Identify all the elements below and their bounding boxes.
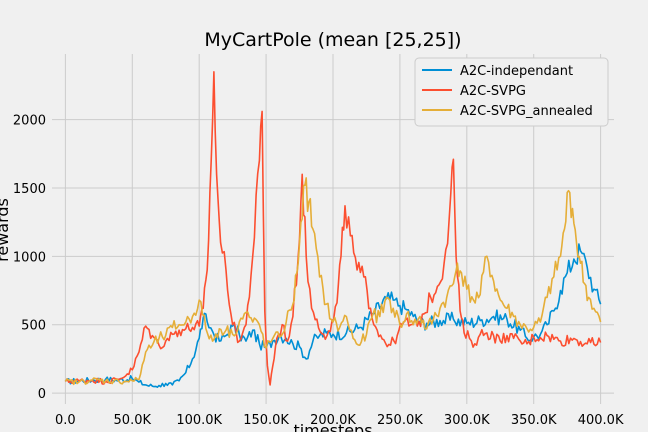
y-tick-label: 2000 <box>13 114 46 129</box>
legend-label: A2C-SVPG_annealed <box>460 104 593 119</box>
legend-box <box>414 57 609 127</box>
series-lines <box>64 71 602 388</box>
x-tick-label: 50.0K <box>114 413 152 428</box>
x-tick-labels: 0.0 50.0K 100.0K 150.0K 200.0K 250.0K 300.0K 35… <box>55 413 624 428</box>
legend-label: A2C-SVPG <box>460 84 526 99</box>
series-line-0 <box>64 243 602 388</box>
y-axis-label: rewards <box>0 198 12 262</box>
y-tick-label: 0 <box>38 387 46 402</box>
series-line-2 <box>64 177 602 386</box>
x-axis-label: timesteps <box>293 421 372 432</box>
x-tick-label: 250.0K <box>377 413 423 428</box>
legend: A2C-independant A2C-SVPG A2C-SVPG_annealed <box>414 57 609 127</box>
chart-title: MyCartPole (mean [25,25]) <box>204 29 461 51</box>
y-tick-label: 1500 <box>13 182 46 197</box>
x-tick-label: 0.0 <box>55 413 76 428</box>
x-tick-label: 200.0K <box>310 413 356 428</box>
x-tick-label: 150.0K <box>243 413 289 428</box>
x-tick-label: 300.0K <box>444 413 490 428</box>
y-tick-labels: 0 500 1000 1500 2000 <box>13 114 46 402</box>
x-tick-label: 400.0K <box>578 413 624 428</box>
x-tick-label: 350.0K <box>511 413 557 428</box>
y-tick-label: 1000 <box>13 250 46 265</box>
x-tick-label: 100.0K <box>176 413 222 428</box>
y-tick-label: 500 <box>21 319 46 334</box>
legend-label: A2C-independant <box>460 64 573 79</box>
